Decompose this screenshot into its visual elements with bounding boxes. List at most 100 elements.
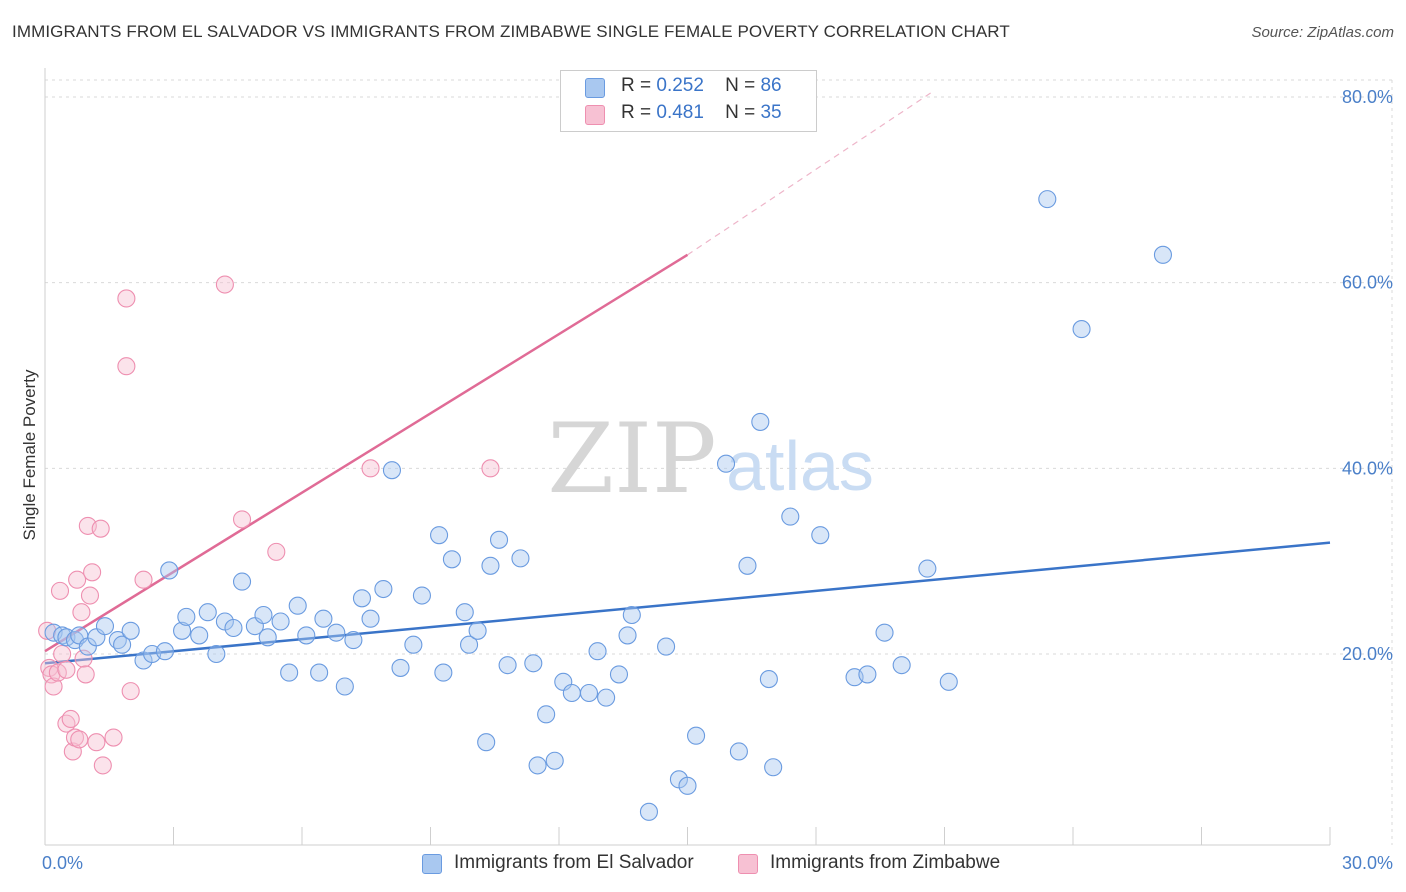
point-el-salvador <box>121 621 140 640</box>
point-zimbabwe <box>121 682 140 701</box>
point-el-salvador <box>657 637 676 656</box>
point-el-salvador <box>481 556 500 575</box>
point-el-salvador <box>759 670 778 689</box>
point-el-salvador <box>155 642 174 661</box>
point-el-salvador <box>173 621 192 640</box>
point-el-salvador <box>498 656 517 675</box>
point-el-salvador <box>344 631 363 650</box>
point-el-salvador <box>224 618 243 638</box>
point-el-salvador <box>892 656 911 675</box>
axes <box>44 68 1331 846</box>
point-el-salvador <box>477 733 496 752</box>
chart-source: Source: ZipAtlas.com <box>1251 24 1394 41</box>
point-zimbabwe <box>80 586 100 605</box>
legend-swatch-el-salvador <box>585 78 605 98</box>
point-el-salvador <box>442 550 461 569</box>
point-zimbabwe <box>361 459 380 478</box>
point-el-salvador <box>459 635 479 654</box>
point-el-salvador <box>190 626 209 645</box>
point-el-salvador <box>430 526 449 545</box>
legend-n-value: 86 <box>760 75 782 96</box>
point-el-salvador <box>939 672 958 691</box>
point-el-salvador <box>588 642 607 661</box>
point-el-salvador <box>310 663 329 682</box>
watermark-atlas: atlas <box>726 427 874 505</box>
bottom-legend-swatch-el-salvador <box>422 854 442 874</box>
point-el-salvador <box>545 751 564 770</box>
point-zimbabwe <box>61 709 80 729</box>
point-el-salvador <box>597 688 616 707</box>
bottom-legend-swatch-zimbabwe <box>738 854 758 874</box>
point-zimbabwe <box>87 733 106 752</box>
point-el-salvador <box>434 663 453 682</box>
point-el-salvador <box>207 644 226 664</box>
point-zimbabwe <box>74 649 93 668</box>
point-zimbabwe <box>57 660 76 679</box>
point-zimbabwe <box>44 677 63 696</box>
point-zimbabwe <box>93 756 112 775</box>
point-el-salvador <box>716 454 736 473</box>
point-zimbabwe <box>134 570 153 589</box>
point-el-salvador <box>160 561 179 580</box>
watermark-zip: ZIP <box>547 403 716 515</box>
point-zimbabwe <box>50 581 70 600</box>
point-el-salvador <box>352 589 372 608</box>
point-el-salvador <box>455 603 474 622</box>
point-el-salvador <box>468 621 487 640</box>
point-zimbabwe <box>215 275 234 294</box>
x-tick-labels: 0.0% 30.0% <box>42 853 1393 873</box>
point-el-salvador <box>327 623 346 642</box>
legend-r-label: R = <box>621 102 652 123</box>
legend-r-value: 0.252 <box>656 75 704 96</box>
point-el-salvador <box>177 607 196 626</box>
legend-swatch-zimbabwe <box>585 105 605 125</box>
y-tick-labels: 20.0% 40.0% 60.0% 80.0% <box>1342 87 1393 664</box>
point-el-salvador <box>811 526 830 545</box>
point-el-salvador <box>528 756 547 775</box>
point-el-salvador <box>751 412 770 431</box>
point-el-salvador <box>537 705 556 724</box>
point-zimbabwe <box>53 644 72 664</box>
x-tick-label: 30.0% <box>1342 853 1393 873</box>
point-el-salvador <box>391 658 410 677</box>
trend-line-zimbabwe <box>44 253 689 653</box>
point-zimbabwe <box>91 519 110 538</box>
legend-text-el-salvador: R = 0.252 N = 86 <box>621 75 782 97</box>
point-zimbabwe <box>76 665 95 684</box>
point-el-salvador <box>95 617 115 636</box>
point-el-salvador <box>412 586 431 605</box>
point-zimbabwe <box>68 570 87 589</box>
point-el-salvador <box>271 612 290 631</box>
point-zimbabwe <box>481 459 500 478</box>
point-zimbabwe <box>83 563 102 582</box>
point-el-salvador <box>113 635 132 654</box>
data-points <box>38 190 1172 821</box>
point-zimbabwe <box>70 730 89 749</box>
point-el-salvador <box>781 507 800 526</box>
bottom-legend-label-el-salvador: Immigrants from El Salvador <box>454 852 694 873</box>
point-el-salvador <box>232 572 252 591</box>
y-tick-label: 60.0% <box>1342 273 1393 293</box>
point-zimbabwe <box>117 289 136 308</box>
point-el-salvador <box>918 559 937 578</box>
point-el-salvador <box>562 683 581 703</box>
y-tick-label: 40.0% <box>1342 458 1393 478</box>
point-el-salvador <box>639 802 659 821</box>
point-el-salvador <box>374 579 393 599</box>
point-el-salvador <box>875 623 894 642</box>
legend-n-label: N = <box>725 102 756 123</box>
point-zimbabwe <box>72 603 91 622</box>
point-el-salvador <box>361 609 380 628</box>
point-el-salvador <box>254 605 273 625</box>
point-el-salvador <box>764 758 783 777</box>
y-tick-label: 80.0% <box>1342 87 1393 107</box>
legend-r-value: 0.481 <box>656 102 704 123</box>
point-el-salvador <box>198 603 217 622</box>
legend-n-label: N = <box>725 75 756 96</box>
y-axis-label: Single Female Poverty <box>20 369 39 541</box>
chart-title: IMMIGRANTS FROM EL SALVADOR VS IMMIGRANT… <box>12 22 1010 41</box>
legend-n-value: 35 <box>760 102 782 123</box>
point-el-salvador <box>288 596 307 615</box>
point-zimbabwe <box>232 510 252 529</box>
